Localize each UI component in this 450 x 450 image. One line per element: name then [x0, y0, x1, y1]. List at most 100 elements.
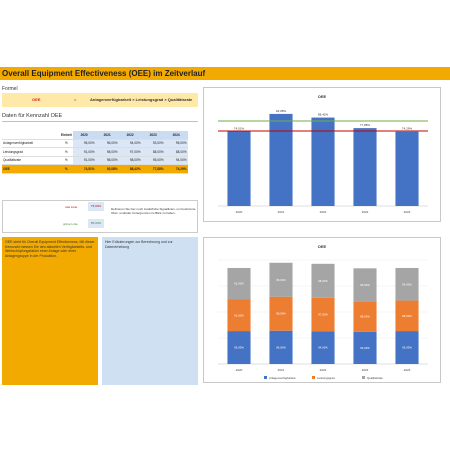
chart-title: OEE: [317, 244, 327, 249]
table-cell[interactable]: 98,00%: [118, 156, 142, 165]
table-cell[interactable]: 88,00%: [164, 147, 188, 157]
oee-bar: [269, 113, 293, 206]
row-label: Anlagenverfügbarkeit: [2, 139, 60, 148]
x-tick-label: 2024: [404, 368, 411, 372]
oee-bar: [395, 131, 419, 206]
info-panel-left[interactable]: OEE steht für Overall Equipment Effectiv…: [2, 237, 98, 385]
formula-label: Formel: [2, 86, 18, 92]
table-cell[interactable]: 96,00%: [95, 139, 119, 148]
table-cell[interactable]: 91,00%: [72, 147, 96, 157]
stacked-segment: [353, 268, 377, 302]
row-label: OEE: [2, 164, 60, 174]
oee-bar-chart-plot: 74,51% 2020 92,08% 2021 88,42% 2022 77,88% 2023…: [218, 109, 428, 214]
row-unit: %: [60, 156, 73, 165]
segment-data-label: 94,00%: [318, 346, 328, 350]
table-row: Leistungsgrad % 91,00% 98,00% 97,00% 88,…: [2, 147, 188, 157]
stacked-segment: [269, 330, 293, 364]
formula-rhs: Anlagenverfügbarkeit × Leistungsgrad × Q…: [90, 97, 193, 102]
table-cell[interactable]: 95,00%: [164, 139, 188, 148]
red-line-label: rote Linie: [65, 205, 78, 209]
legend-swatch: [312, 376, 315, 379]
legend-swatch: [362, 376, 365, 379]
table-cell[interactable]: 88,00%: [141, 147, 165, 157]
table-row: Qualitätsrate % 91,00% 98,00% 98,00% 95,…: [2, 156, 188, 165]
x-tick-label: 2020: [236, 210, 243, 214]
formula-lhs: OEE: [32, 97, 41, 102]
formula-equals: =: [74, 97, 77, 102]
segment-data-label: 98,00%: [318, 279, 328, 283]
table-cell[interactable]: 93,00%: [141, 139, 165, 148]
table-header-year: 2024: [164, 131, 188, 140]
table-cell[interactable]: 94,00%: [118, 139, 142, 148]
x-tick-label: 2022: [320, 210, 327, 214]
section-divider: [2, 121, 198, 122]
red-line-value[interactable]: 75,00%: [88, 202, 104, 211]
green-line-label: grüne Linie: [63, 222, 78, 226]
chart-title: OEE: [317, 94, 327, 99]
row-label: Qualitätsrate: [2, 156, 60, 165]
signal-lines-description: Definieren Sie hier noch zusätzliche Sig…: [111, 207, 196, 215]
x-tick-label: 2024: [404, 210, 411, 214]
data-table: Einheit 2020 2021 2022 2023 2024 Anlagen…: [2, 131, 188, 174]
segment-data-label: 96,00%: [276, 345, 286, 349]
formula-box: OEE = Anlagenverfügbarkeit × Leistungsgr…: [2, 93, 198, 107]
table-cell[interactable]: 97,00%: [118, 147, 142, 157]
stacked-segment: [311, 331, 335, 364]
stacked-segment: [227, 267, 251, 300]
table-header-unit: Einheit: [60, 131, 73, 140]
bar-data-label: 74,51%: [234, 126, 245, 130]
data-section-title: Daten für Kennzahl OEE: [2, 113, 63, 119]
table-header-year: 2022: [118, 131, 142, 140]
segment-data-label: 88,00%: [402, 314, 412, 318]
table-cell: 77,88%: [141, 164, 165, 174]
table-cell[interactable]: 91,00%: [72, 156, 96, 165]
table-header-year: 2021: [95, 131, 119, 140]
x-tick-label: 2021: [278, 210, 285, 214]
stacked-segment: [269, 262, 293, 297]
legend-swatch: [264, 376, 267, 379]
oee-stacked-chart-plot: 95,00% 91,00% 91,00% 2020 96,00% 98,00% 98,00%…: [218, 259, 428, 380]
bar-data-label: 74,29%: [402, 127, 413, 131]
table-header-blank: [2, 131, 60, 140]
legend-label: Anlagenverfügbarkeit: [269, 376, 296, 380]
segment-data-label: 95,00%: [234, 346, 244, 350]
table-cell[interactable]: 95,00%: [141, 156, 165, 165]
segment-data-label: 98,00%: [276, 278, 286, 282]
page-title: Overall Equipment Effectiveness (OEE) im…: [0, 67, 450, 80]
segment-data-label: 97,00%: [318, 313, 328, 317]
bar-data-label: 88,42%: [318, 113, 329, 117]
segment-data-label: 94,00%: [402, 282, 412, 286]
table-cell: 88,42%: [118, 164, 142, 174]
stacked-segment: [227, 331, 251, 364]
stacked-segment: [353, 331, 377, 364]
table-header-row: Einheit 2020 2021 2022 2023 2024: [2, 131, 188, 140]
stacked-segment: [395, 267, 419, 301]
row-unit: %: [60, 147, 73, 157]
segment-data-label: 98,00%: [276, 312, 286, 316]
stacked-segment: [269, 296, 293, 331]
oee-bar-chart[interactable]: OEE 74,51% 2020 92,08% 2021 88,42% 2022 77,88%…: [203, 87, 441, 222]
stacked-segment: [395, 300, 419, 332]
segment-data-label: 91,00%: [234, 282, 244, 286]
segment-data-label: 95,00%: [402, 346, 412, 350]
oee-bar: [353, 128, 377, 206]
stacked-segment: [395, 331, 419, 364]
segment-data-label: 91,00%: [234, 313, 244, 317]
x-tick-label: 2022: [320, 368, 327, 372]
table-header-year: 2020: [72, 131, 96, 140]
oee-bar: [227, 131, 251, 206]
table-row-oee: OEE % 74,51% 92,08% 88,42% 77,88% 74,29%: [2, 164, 188, 174]
row-label: Leistungsgrad: [2, 147, 60, 157]
info-panel-right[interactable]: Hier Erläuterungen zur Berechnung und zu…: [102, 237, 198, 385]
table-cell[interactable]: 98,00%: [95, 156, 119, 165]
oee-stacked-chart[interactable]: OEE 95,00% 91,00% 91,00% 2020 96,00% 98,00% 98…: [203, 237, 441, 383]
table-cell[interactable]: 95,00%: [72, 139, 96, 148]
table-cell[interactable]: 94,00%: [164, 156, 188, 165]
green-line-value[interactable]: 85,00%: [88, 219, 104, 228]
segment-data-label: 93,00%: [360, 346, 370, 350]
stacked-segment: [227, 299, 251, 332]
table-cell: 92,08%: [95, 164, 119, 174]
table-header-year: 2023: [141, 131, 165, 140]
table-cell[interactable]: 98,00%: [95, 147, 119, 157]
row-unit: %: [60, 139, 73, 148]
